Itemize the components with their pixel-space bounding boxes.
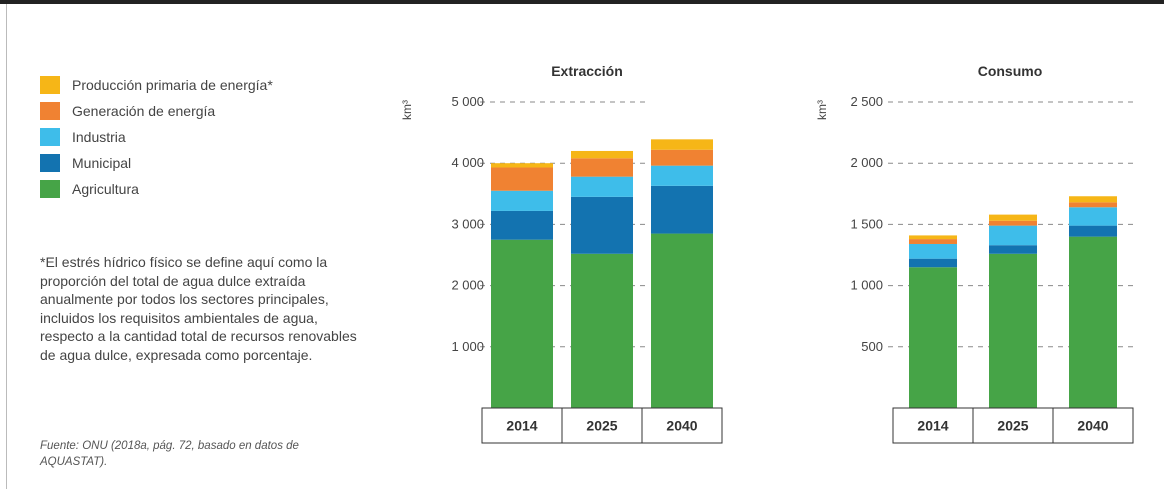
bar-segment [651, 165, 713, 186]
bar-segment [651, 139, 713, 150]
legend-swatch [40, 76, 60, 94]
category-box [1052, 407, 1134, 444]
bar-segment [1069, 196, 1117, 203]
bar-segment [989, 220, 1037, 226]
x-category-label: 2025 [997, 418, 1028, 434]
legend-item-industry: Industria [40, 124, 273, 150]
legend-item-agriculture: Agricultura [40, 176, 273, 202]
y-tick-label: 3 000 [451, 216, 484, 231]
legend-item-energy-generation: Generación de energía [40, 98, 273, 124]
chart-title-consumo: Consumo [978, 63, 1043, 79]
bar-segment [491, 163, 553, 168]
x-category-label: 2014 [917, 418, 948, 434]
top-border [0, 0, 1164, 4]
bar-segment [571, 158, 633, 177]
legend-label: Municipal [72, 155, 132, 171]
bar-segment [989, 253, 1037, 408]
y-tick-label: 1 000 [451, 339, 484, 354]
x-category-label: 2014 [506, 418, 537, 434]
category-box [641, 407, 723, 444]
bar-segment [491, 210, 553, 240]
legend-swatch [40, 102, 60, 120]
bar-segment [651, 149, 713, 166]
x-category-label: 2025 [586, 418, 617, 434]
legend-label: Agricultura [72, 181, 139, 197]
legend-swatch [40, 180, 60, 198]
bar-segment [1069, 225, 1117, 237]
category-box [972, 407, 1054, 444]
y-tick-label: 500 [861, 339, 883, 354]
legend-swatch [40, 128, 60, 146]
legend-item-primary-energy: Producción primaria de energía* [40, 72, 273, 98]
y-tick-label: 5 000 [451, 94, 484, 109]
legend-swatch [40, 154, 60, 172]
y-tick-label: 4 000 [451, 155, 484, 170]
bar-segment [571, 150, 633, 159]
bar-segment [989, 225, 1037, 246]
bar-segment [571, 176, 633, 197]
bar-segment [571, 196, 633, 254]
bar-segment [651, 185, 713, 234]
bar-segment [909, 258, 957, 268]
y-tick-label: 2 000 [850, 155, 883, 170]
legend-label: Industria [72, 129, 126, 145]
bar-segment [989, 245, 1037, 254]
bar-segment [571, 253, 633, 408]
bar-segment [909, 239, 957, 244]
x-category-label: 2040 [666, 418, 697, 434]
bar-segment [491, 239, 553, 408]
y-tick-label: 2 500 [850, 94, 883, 109]
bar-segment [651, 233, 713, 408]
legend-label: Producción primaria de energía* [72, 77, 273, 93]
y-axis-unit-extraccion: km³ [400, 100, 414, 120]
bar-segment [909, 235, 957, 240]
bar-segment [491, 190, 553, 211]
footnote: *El estrés hídrico físico se define aquí… [40, 254, 357, 363]
legend-item-municipal: Municipal [40, 150, 273, 176]
category-box [561, 407, 643, 444]
bar-segment [1069, 202, 1117, 208]
chart-title-extraccion: Extracción [551, 63, 623, 79]
y-tick-label: 1 500 [850, 216, 883, 231]
source-note: Fuente: ONU (2018a, pág. 72, basado en d… [40, 440, 299, 468]
left-border [6, 4, 7, 489]
y-tick-label: 1 000 [850, 278, 883, 293]
bar-segment [909, 243, 957, 259]
bar-segment [491, 167, 553, 191]
bar-segment [989, 214, 1037, 221]
category-box [481, 407, 563, 444]
bar-segment [1069, 207, 1117, 226]
legend-label: Generación de energía [72, 103, 216, 119]
y-tick-label: 2 000 [451, 278, 484, 293]
legend: Producción primaria de energía* Generaci… [40, 72, 273, 202]
x-category-label: 2040 [1077, 418, 1108, 434]
bar-segment [909, 267, 957, 408]
y-axis-unit-consumo: km³ [815, 100, 829, 120]
bar-segment [1069, 236, 1117, 408]
